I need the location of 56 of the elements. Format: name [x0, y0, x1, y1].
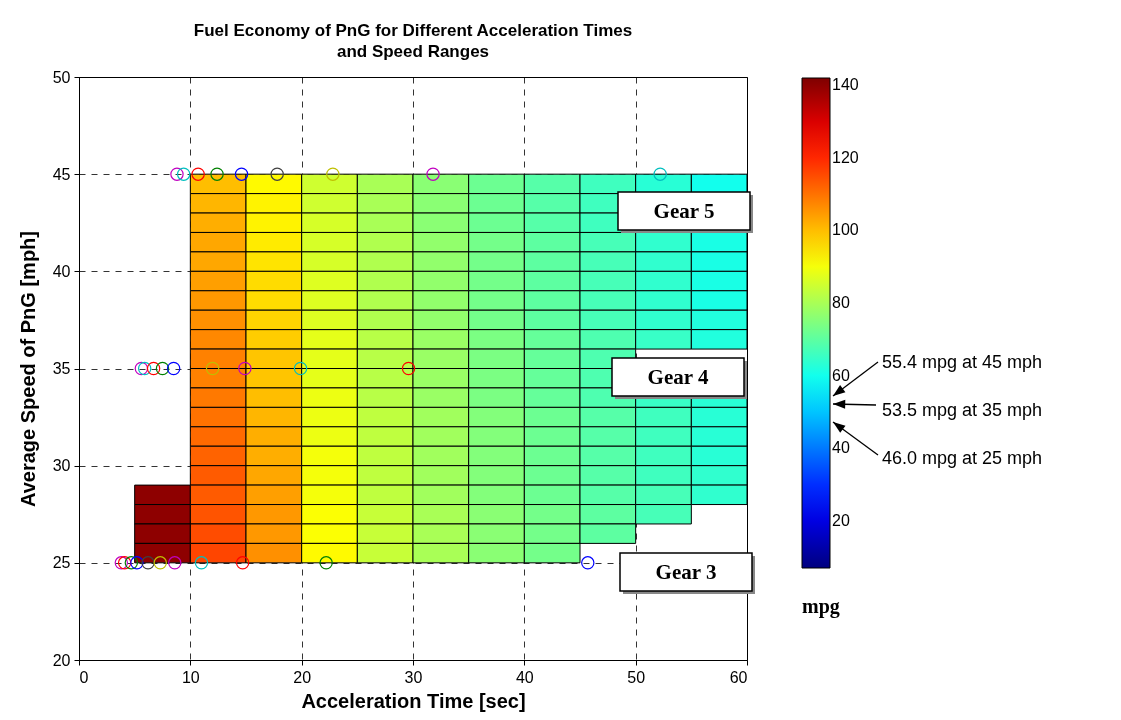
point [235, 556, 250, 570]
color-bar-title: mpg [802, 595, 840, 618]
point [170, 167, 184, 181]
text: 53.5 mpg at 35 mph [882, 400, 1043, 420]
point [153, 556, 167, 570]
point [205, 361, 220, 376]
point [168, 556, 182, 570]
y-tick-label: 20 [52, 651, 71, 669]
color-bar-label: 80 [832, 294, 850, 312]
point [191, 167, 205, 181]
point [426, 167, 440, 181]
annotation: Gear 3 [655, 560, 717, 584]
y-tick-label: 25 [52, 554, 71, 572]
point [194, 556, 209, 570]
x-tick-label: 60 [729, 668, 748, 686]
y-tick-label: 30 [52, 457, 71, 475]
x-tick-label: 0 [79, 668, 89, 686]
color-bar-label: 60 [832, 366, 850, 384]
y-tick-label: 40 [52, 262, 71, 280]
chart-title: Fuel Economy of PnG for Different Acceleration Times and Speed Ranges [193, 21, 633, 61]
point [270, 167, 284, 181]
color-bar-label: 40 [832, 439, 850, 457]
point [166, 361, 181, 376]
color-bar-label: 100 [832, 221, 859, 239]
y-tick-label: 45 [52, 165, 71, 183]
point [141, 556, 155, 570]
point [653, 167, 667, 181]
y-axis-title: Average Speed of PnG [mph] [16, 231, 39, 507]
x-tick-label: 40 [515, 668, 534, 686]
x-tick-label: 20 [293, 668, 312, 686]
point [176, 167, 191, 181]
point [326, 167, 340, 181]
x-tick-label: 50 [627, 668, 646, 686]
annotation: Gear 5 [653, 199, 715, 223]
x-axis-title: Acceleration Time [sec] [301, 689, 526, 712]
text: 55.4 mpg at 45 mph [882, 352, 1043, 372]
point [210, 167, 224, 181]
point [146, 361, 161, 376]
text: 46.0 mpg at 25 mph [882, 448, 1043, 468]
point [238, 361, 252, 376]
y-tick-label: 35 [52, 360, 71, 377]
point [234, 167, 249, 181]
x-tick-label: 30 [404, 668, 423, 686]
point [124, 556, 139, 570]
point [401, 361, 416, 376]
point [293, 361, 308, 376]
color-bar-label: 20 [832, 511, 850, 529]
x-tick-label: 10 [181, 668, 200, 686]
point [130, 556, 144, 570]
color-bar-label: 140 [832, 76, 859, 94]
annotation: Gear 4 [647, 365, 709, 389]
y-tick-label: 50 [52, 68, 71, 86]
point [155, 361, 170, 376]
color-bar-label: 120 [832, 148, 859, 166]
point [581, 556, 595, 570]
point [319, 556, 333, 570]
